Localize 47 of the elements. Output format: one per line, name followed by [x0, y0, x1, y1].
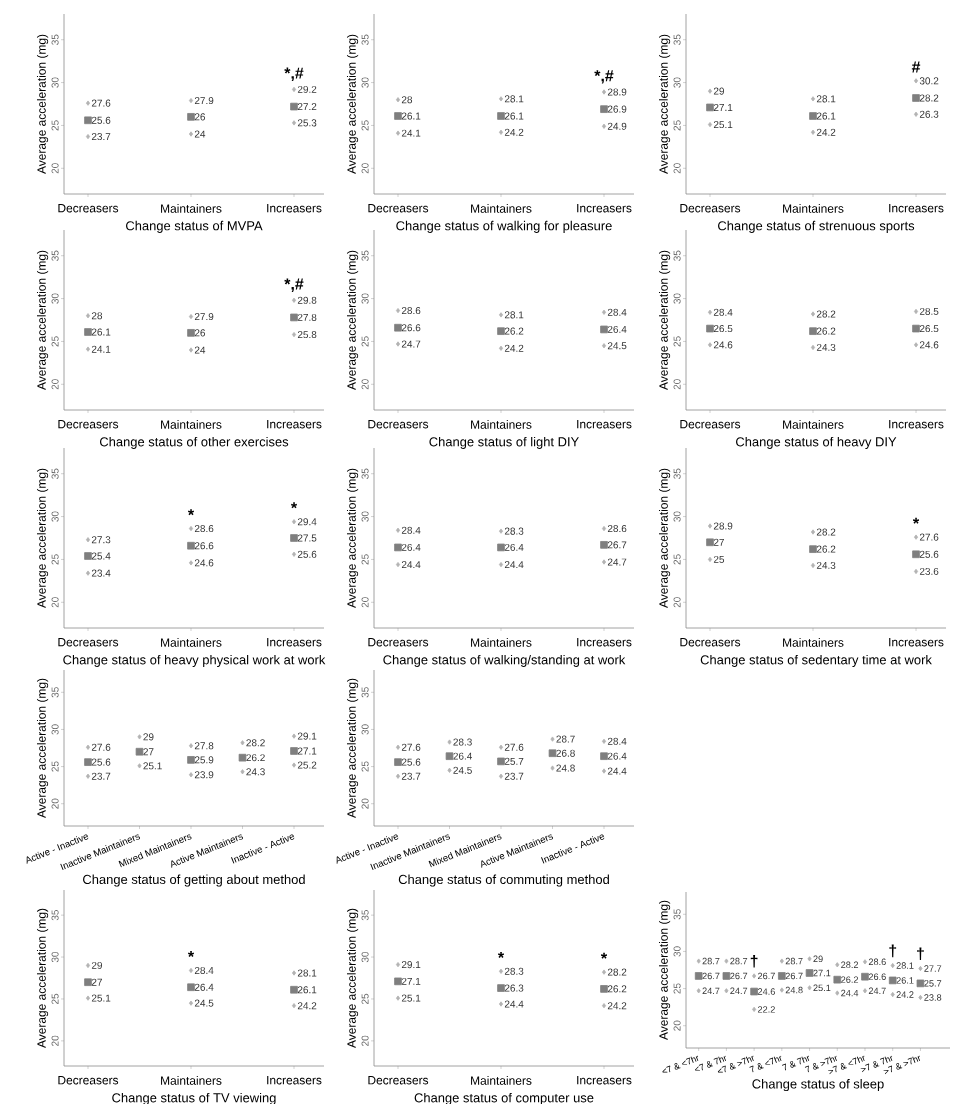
point: [809, 327, 817, 335]
point: [84, 758, 92, 766]
point: [290, 985, 298, 994]
point: [290, 534, 298, 542]
point: [238, 753, 247, 762]
point: [600, 105, 608, 113]
point: [706, 103, 714, 112]
point: [912, 94, 920, 102]
point: [290, 747, 298, 755]
point: [706, 324, 714, 333]
point: [548, 749, 557, 758]
point: [600, 752, 608, 760]
point: [135, 747, 144, 756]
point: [84, 116, 92, 125]
point: [750, 987, 758, 996]
point: [600, 541, 608, 549]
point: [912, 324, 920, 333]
point: [394, 323, 402, 332]
point: [809, 112, 817, 120]
point: [187, 329, 195, 337]
point: [84, 978, 92, 987]
point: [497, 543, 505, 552]
point: [497, 112, 505, 120]
point: [187, 756, 195, 764]
point: [497, 327, 505, 335]
point: [809, 545, 817, 553]
point: [290, 102, 298, 111]
point: [497, 757, 505, 766]
point: [394, 977, 402, 986]
point: [916, 979, 925, 988]
point: [706, 538, 714, 547]
point: [84, 328, 92, 336]
point: [888, 976, 897, 985]
point: [290, 313, 298, 322]
point: [187, 541, 195, 550]
point: [833, 975, 842, 984]
point: [187, 113, 195, 121]
point: [84, 552, 92, 560]
point: [497, 984, 505, 992]
point: [600, 985, 608, 993]
point: [394, 112, 402, 120]
point: [861, 972, 869, 981]
point: [912, 550, 920, 559]
point: [600, 325, 608, 334]
point: [394, 543, 402, 552]
point: [394, 758, 402, 766]
point: [187, 983, 195, 992]
